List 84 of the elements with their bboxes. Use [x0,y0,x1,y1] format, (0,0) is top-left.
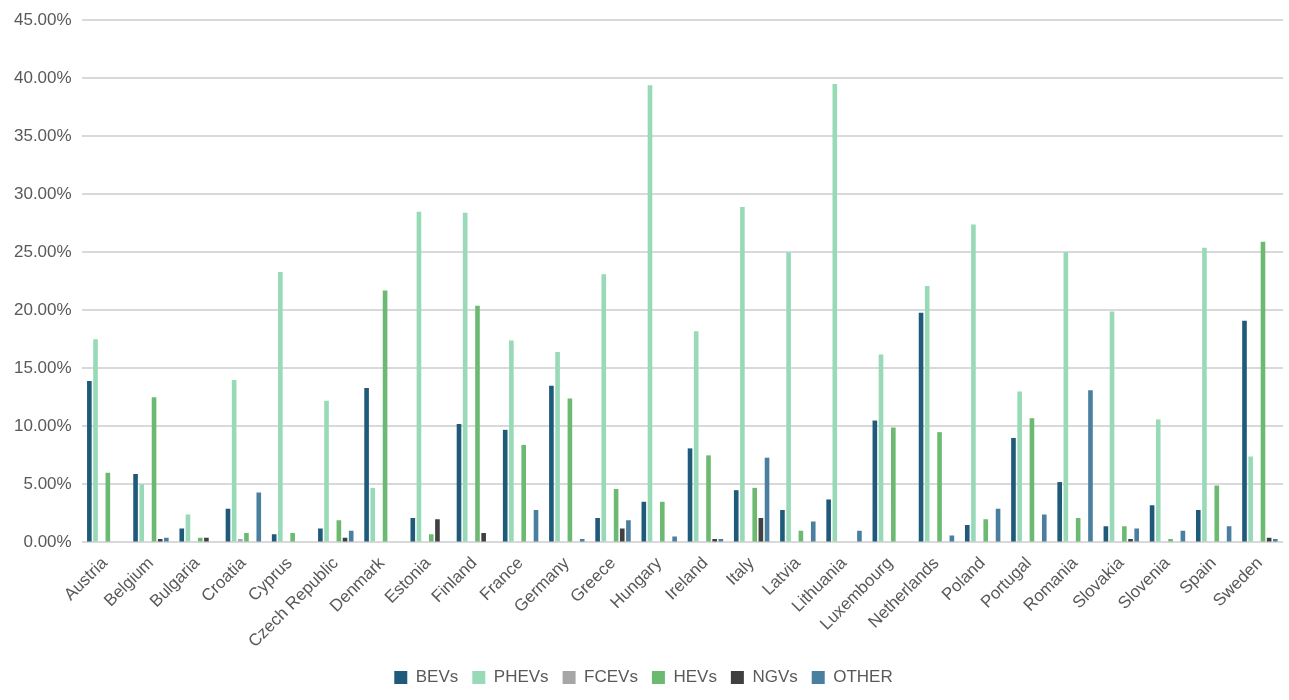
bar [133,473,138,542]
bar [1272,538,1278,542]
bar [318,528,323,542]
bar [428,534,434,542]
bar [733,490,739,542]
legend-label: NGVs [752,667,798,687]
legend-label: BEVs [415,667,459,687]
y-tick-label: 20.00% [13,299,72,319]
bar [937,432,942,542]
bar [740,207,745,542]
bar [857,530,862,542]
bar [435,519,440,542]
bar [706,455,711,542]
y-tick-label: 15.00% [13,358,72,378]
bar [1011,437,1016,542]
y-tick-label: 10.00% [13,416,72,436]
y-tick-label: 5.00% [23,474,72,494]
bar [971,224,976,542]
bar [278,272,283,542]
bar [179,528,185,542]
y-tick-label: 35.00% [13,125,72,145]
bar [87,381,92,542]
bar [502,429,508,542]
bar [509,340,514,542]
legend-label: PHEVs [493,667,549,687]
bar [619,528,625,542]
y-tick-label: 0.00% [23,532,72,552]
bar [324,400,329,542]
bar [410,518,416,542]
bar [237,538,243,542]
legend-label: OTHER [833,667,893,687]
bar [579,538,585,542]
bar [1202,247,1207,542]
bar [348,530,354,542]
y-tick-label: 30.00% [13,183,72,203]
bar [780,509,785,542]
bar [290,533,295,542]
bar [93,339,98,542]
bar [810,521,816,542]
y-tick-label: 25.00% [13,241,72,261]
y-tick-label: 45.00% [13,9,72,29]
bar [1017,391,1022,542]
bar [826,499,831,542]
bar [1128,538,1133,542]
bar [660,501,665,542]
bar [1057,482,1062,542]
bar [1155,419,1161,542]
bar [891,427,896,542]
y-tick-label: 40.00% [13,67,72,87]
bar [244,533,249,542]
bar [256,492,262,542]
bar [712,538,717,542]
bar [626,520,631,542]
bar [1214,485,1220,542]
bar [555,352,560,542]
bar [370,487,376,542]
bar [1168,538,1173,542]
bar [1242,320,1247,542]
x-tick-label: Italy [722,552,759,589]
bar [832,84,838,542]
bar [983,519,989,542]
bar [521,444,526,542]
bar [1248,456,1253,542]
bar [752,487,758,542]
bar [924,285,930,542]
bar [1088,390,1093,542]
legend-label: FCEVs [584,667,638,687]
bar [1195,509,1201,542]
bar [601,274,607,542]
bar [1134,528,1139,542]
bar [595,518,600,542]
bar [786,252,791,542]
bar [693,331,699,542]
bar [1122,526,1127,542]
bar [1041,514,1047,542]
bar [157,538,163,542]
bar [139,484,145,542]
bar [364,388,369,542]
bar [481,533,486,542]
bar [475,305,480,542]
legend-label: HEVs [673,667,717,687]
bar [964,524,970,542]
bar [549,385,554,542]
bar [672,536,677,542]
